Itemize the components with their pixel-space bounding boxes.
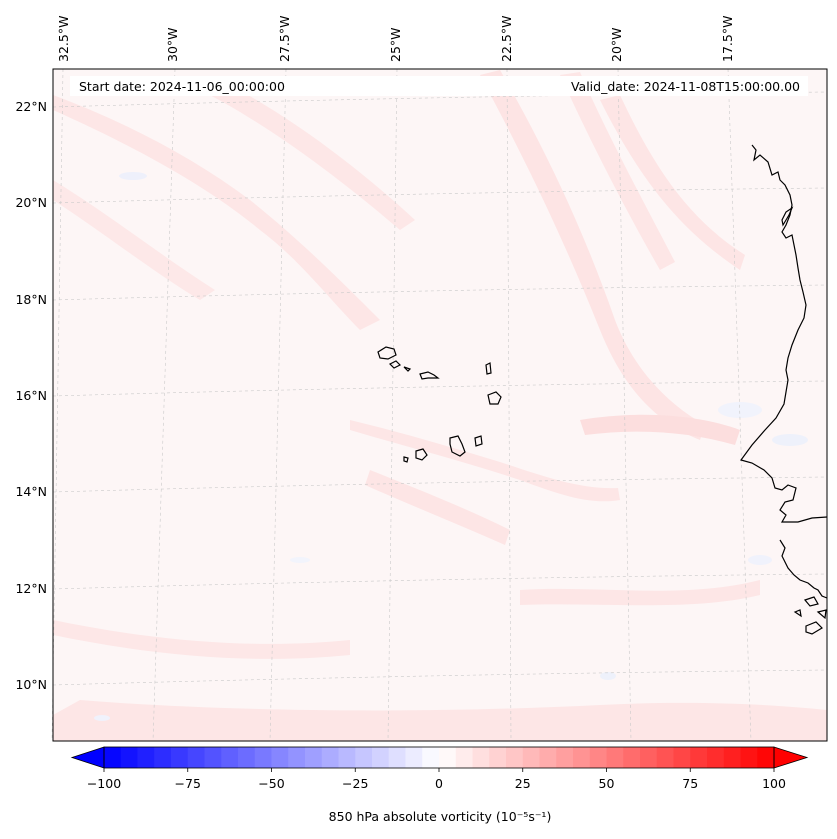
colorbar-cell <box>455 747 473 768</box>
colorbar-cell <box>271 747 289 768</box>
colorbar-cell <box>656 747 674 768</box>
colorbar-cell <box>137 747 155 768</box>
colorbar-tick-label: −75 <box>175 776 201 791</box>
colorbar-cell <box>104 747 122 768</box>
colorbar-cell <box>355 747 373 768</box>
colorbar-tick-label: 100 <box>762 776 786 791</box>
colorbar-label: 850 hPa absolute vorticity (10⁻⁵s⁻¹) <box>329 809 552 824</box>
colorbar-cell <box>388 747 406 768</box>
map-frame <box>52 68 828 742</box>
colorbar-cell <box>623 747 641 768</box>
colorbar-cell <box>707 747 725 768</box>
lat-label: 20°N <box>15 195 47 210</box>
colorbar-cell <box>740 747 758 768</box>
colorbar-cell <box>338 747 356 768</box>
vorticity-field <box>53 70 827 741</box>
colorbar-cell <box>522 747 540 768</box>
start-date-label: Start date: 2024-11-06_00:00:00 <box>79 79 285 94</box>
colorbar-cell <box>372 747 390 768</box>
lon-label: 17.5°W <box>720 16 735 62</box>
colorbar-cell <box>204 747 222 768</box>
colorbar-cell <box>238 747 256 768</box>
colorbar-tick-label: −50 <box>258 776 284 791</box>
valid-date-label: Valid_date: 2024-11-08T15:00:00.00 <box>571 79 800 94</box>
colorbar-tick-label: 50 <box>599 776 615 791</box>
lat-label: 22°N <box>15 99 47 114</box>
latitude-labels: 22°N 20°N 18°N 16°N 14°N 12°N 10°N <box>15 99 47 692</box>
map-background <box>53 69 827 741</box>
longitude-labels: 32.5°W 30°W 27.5°W 25°W 22.5°W 20°W 17.5… <box>56 16 735 62</box>
cape-verde-islands <box>377 346 502 463</box>
lat-label: 16°N <box>15 388 47 403</box>
lon-label: 30°W <box>165 27 180 62</box>
colorbar-cell <box>171 747 189 768</box>
colorbar-ticks: −100 −75 −50 −25 0 25 50 75 100 <box>87 768 786 791</box>
lon-label: 32.5°W <box>56 16 71 62</box>
colorbar-cell <box>305 747 323 768</box>
colorbar-cell <box>757 747 775 768</box>
lat-label: 18°N <box>15 292 47 307</box>
colorbar: −100 −75 −50 −25 0 25 50 75 100 850 hPa absolute… <box>70 746 809 824</box>
lat-label: 10°N <box>15 677 47 692</box>
colorbar-cell <box>472 747 490 768</box>
colorbar-tick-label: −25 <box>342 776 368 791</box>
colorbar-cell <box>506 747 524 768</box>
colorbar-max-extend-arrow <box>773 746 809 769</box>
colorbar-cell <box>640 747 658 768</box>
colorbar-cell <box>690 747 708 768</box>
colorbar-tick-label: 25 <box>515 776 531 791</box>
colorbar-cell <box>422 747 440 768</box>
colorbar-cell <box>405 747 423 768</box>
colorbar-cell <box>539 747 557 768</box>
lon-label: 27.5°W <box>277 16 292 62</box>
colorbar-tick-label: 75 <box>682 776 698 791</box>
colorbar-cell <box>439 747 457 768</box>
graticule <box>51 68 828 742</box>
colorbar-cell <box>556 747 574 768</box>
lat-label: 14°N <box>15 484 47 499</box>
colorbar-cells <box>104 747 775 768</box>
lat-label: 12°N <box>15 581 47 596</box>
colorbar-cell <box>573 747 591 768</box>
coastline <box>739 144 828 635</box>
lon-label: 25°W <box>388 27 403 62</box>
colorbar-tick-label: 0 <box>435 776 443 791</box>
colorbar-cell <box>254 747 272 768</box>
colorbar-cell <box>288 747 306 768</box>
colorbar-cell <box>187 747 205 768</box>
colorbar-cell <box>221 747 239 768</box>
colorbar-cell <box>606 747 624 768</box>
colorbar-cell <box>489 747 507 768</box>
colorbar-cell <box>673 747 691 768</box>
colorbar-tick-label: −100 <box>87 776 121 791</box>
colorbar-cell <box>120 747 138 768</box>
lon-label: 22.5°W <box>499 16 514 62</box>
date-header-box <box>70 76 808 96</box>
colorbar-cell <box>589 747 607 768</box>
colorbar-cell <box>321 747 339 768</box>
colorbar-min-extend-arrow <box>70 746 105 769</box>
colorbar-cell <box>723 747 741 768</box>
lon-label: 20°W <box>609 27 624 62</box>
colorbar-cell <box>154 747 172 768</box>
